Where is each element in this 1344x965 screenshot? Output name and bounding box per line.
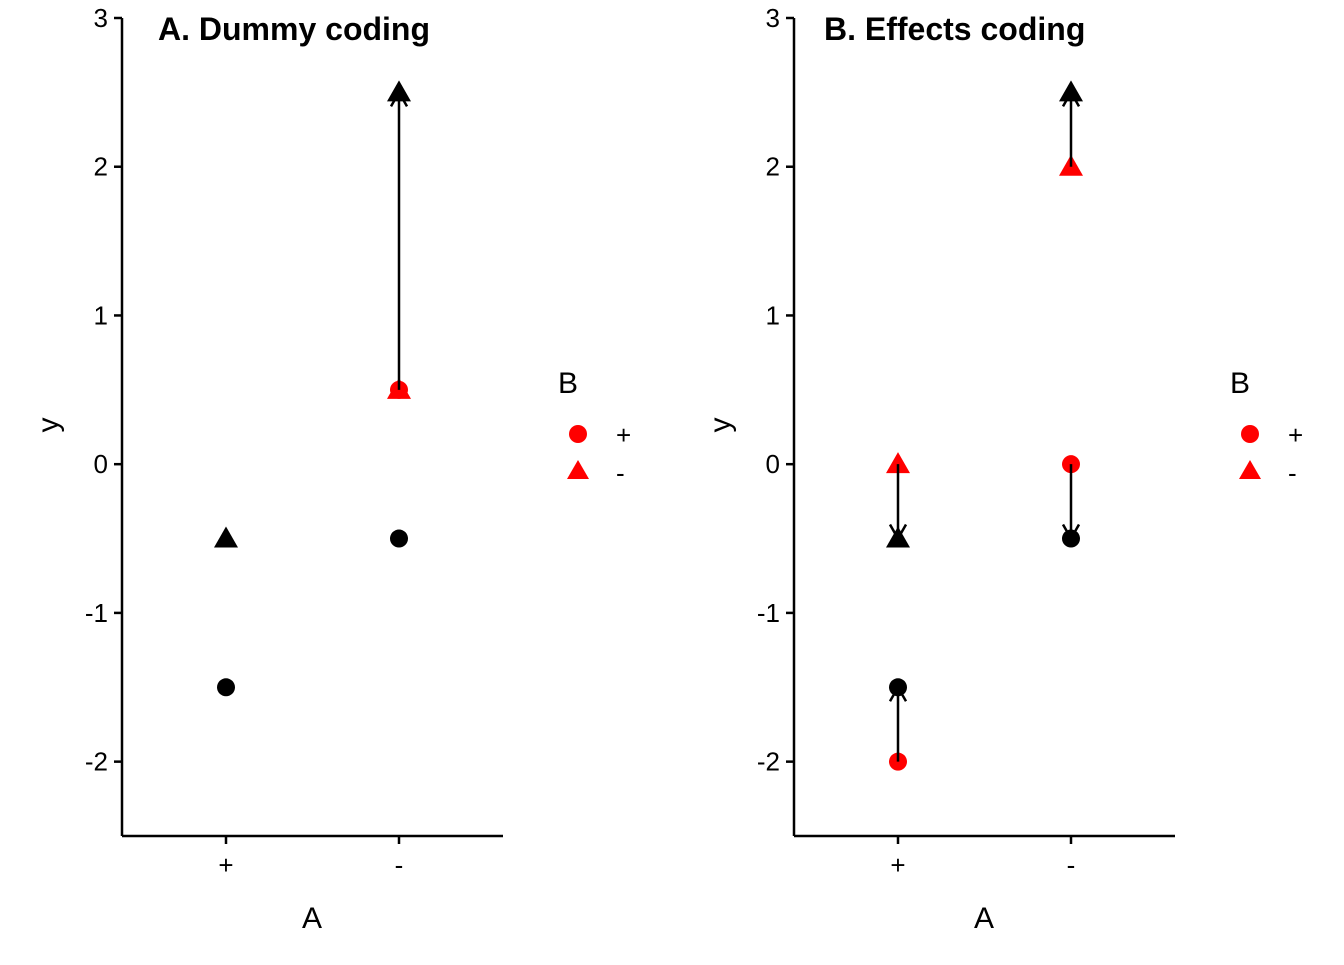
panel-a-legend-label-minus: -: [616, 458, 625, 488]
panel-a-y-tick-label: 2: [94, 152, 108, 182]
panel-b-legend-label-minus: -: [1288, 458, 1297, 488]
panel-a-y-tick-label: 1: [94, 300, 108, 330]
panel-b-xlabel: A: [974, 902, 994, 935]
panel-b-legend-label-plus: +: [1288, 420, 1303, 450]
panel-a-xlabel: A: [302, 902, 322, 935]
panel-a-legend-circle: [569, 425, 587, 443]
panel-a: A. Dummy coding y A 3 2 1 0 -1 -2 + - B + -: [32, 3, 631, 935]
panel-a-legend-label-plus: +: [616, 420, 631, 450]
panel-a-y-tick-label: -2: [85, 747, 108, 777]
panel-a-x-tick-label: -: [395, 850, 404, 880]
panel-a-y-tick-label: 3: [94, 3, 108, 33]
panel-a-legend-title: B: [558, 367, 578, 400]
panel-a-point-triangle: [214, 526, 238, 548]
panel-a-point-circle: [390, 529, 408, 548]
panel-a-y-tick-label: 0: [94, 449, 108, 479]
panel-b: B. Effects coding y A 3 2 1 0 -1 -2 + - B + -: [704, 3, 1303, 935]
panel-a-arrow-head: [389, 89, 409, 107]
panel-b-legend-circle: [1241, 425, 1259, 443]
panel-b-arrow-head: [1061, 523, 1081, 542]
panel-a-legend-triangle: [567, 460, 589, 479]
panel-b-legend-triangle: [1239, 460, 1261, 479]
panel-b-arrow-head: [888, 523, 908, 542]
panel-b-x-tick-label: +: [890, 850, 905, 880]
panel-b-arrow-head: [1061, 89, 1081, 107]
panel-b-y-tick-label: -2: [757, 747, 780, 777]
panel-b-y-tick-label: 0: [766, 449, 780, 479]
panel-a-plot: 3 2 1 0 -1 -2 + -: [85, 3, 503, 880]
panel-a-title: A. Dummy coding: [158, 11, 430, 47]
panel-b-x-tick-label: -: [1067, 850, 1076, 880]
panel-b-y-tick-label: 2: [766, 152, 780, 182]
panel-b-legend-title: B: [1230, 367, 1250, 400]
panel-a-point-circle: [217, 678, 235, 697]
panel-b-arrow-head: [888, 684, 908, 702]
panel-b-y-tick-label: 3: [766, 3, 780, 33]
panel-b-y-tick-label: -1: [757, 598, 780, 628]
panel-b-title: B. Effects coding: [824, 11, 1085, 47]
panel-b-ylabel: y: [704, 418, 737, 433]
panel-b-point-triangle: [886, 452, 910, 474]
panel-a-x-tick-label: +: [218, 850, 233, 880]
panel-b-plot: 3 2 1 0 -1 -2 + -: [757, 3, 1175, 880]
panel-a-y-tick-label: -1: [85, 598, 108, 628]
panel-a-ylabel: y: [32, 418, 65, 433]
panel-b-y-tick-label: 1: [766, 300, 780, 330]
